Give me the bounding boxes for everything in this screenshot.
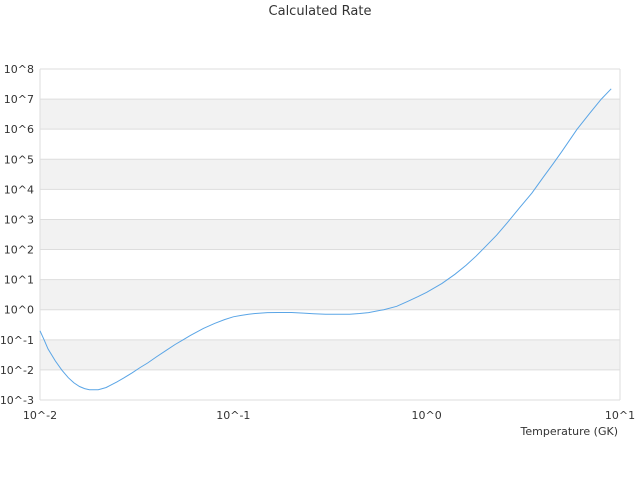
x-tick-label: 10^1 xyxy=(605,409,635,422)
y-tick-label: 10^-3 xyxy=(0,394,34,407)
y-tick-label: 10^3 xyxy=(4,213,34,226)
plot-band xyxy=(40,99,620,130)
x-tick-label: 10^-2 xyxy=(23,409,57,422)
plot-band xyxy=(40,159,620,190)
y-tick-label: 10^5 xyxy=(4,153,34,166)
y-tick-label: 10^7 xyxy=(4,93,34,106)
x-tick-label: 10^-1 xyxy=(216,409,250,422)
chart-title: Calculated Rate xyxy=(268,4,372,19)
series-line xyxy=(39,88,612,391)
plot-bands xyxy=(40,99,620,370)
y-tick-label: 10^2 xyxy=(4,244,34,257)
plot-band xyxy=(40,219,620,250)
series-layer xyxy=(39,88,612,391)
y-tick-labels: 10^8 10^7 10^6 10^5 10^4 10^3 10^2 10^1 10^0 10^-… xyxy=(0,63,34,407)
y-tick-label: 10^-1 xyxy=(0,334,34,347)
y-tick-label: 10^4 xyxy=(4,183,34,196)
x-tick-label: 10^0 xyxy=(412,409,442,422)
y-tick-label: 10^-2 xyxy=(0,364,34,377)
y-tick-label: 10^8 xyxy=(4,63,34,76)
y-tick-label: 10^1 xyxy=(4,274,34,287)
plot-band xyxy=(40,339,620,370)
plot-band xyxy=(40,279,620,310)
x-tick-labels: 10^-2 10^-1 10^0 10^1 xyxy=(23,409,635,422)
y-tick-label: 10^0 xyxy=(4,304,34,317)
y-tick-label: 10^6 xyxy=(4,123,34,136)
x-axis-label: Temperature (GK) xyxy=(520,425,619,438)
